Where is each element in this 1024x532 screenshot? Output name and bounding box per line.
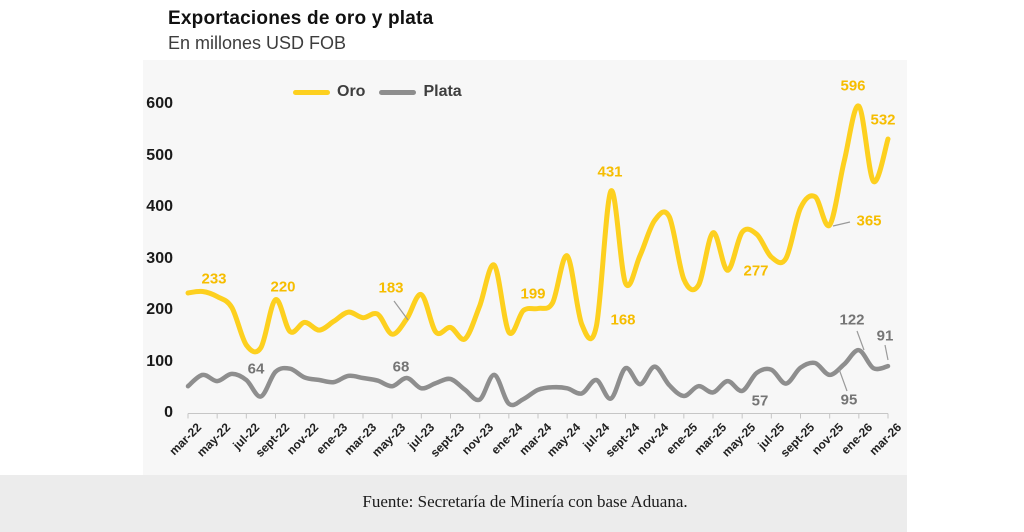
footer-band: Fuente: Secretaría de Minería con base A… bbox=[0, 475, 907, 532]
plata-value-label: 91 bbox=[876, 327, 894, 345]
oro-value-label: 183 bbox=[378, 279, 404, 297]
y-tick-label: 500 bbox=[146, 146, 173, 164]
chart-legend: Oro Plata bbox=[293, 83, 462, 101]
y-tick-label: 400 bbox=[146, 198, 173, 215]
oro-value-label: 220 bbox=[270, 278, 296, 296]
label-leader-line bbox=[393, 300, 409, 321]
oro-line bbox=[185, 103, 891, 355]
oro-value-label: 277 bbox=[743, 262, 769, 280]
plata-value-label: 64 bbox=[247, 360, 265, 378]
oro-value-label: 365 bbox=[856, 212, 882, 230]
label-leader-line bbox=[838, 368, 848, 392]
oro-value-label: 168 bbox=[610, 311, 636, 329]
plata-value-label: 68 bbox=[392, 358, 410, 376]
oro-value-label: 233 bbox=[201, 270, 227, 288]
y-tick-label: 300 bbox=[146, 249, 173, 267]
plata-value-label: 95 bbox=[840, 391, 858, 409]
legend-item-oro: Oro bbox=[293, 83, 365, 101]
plata-value-label: 57 bbox=[751, 392, 769, 410]
legend-swatch-plata-icon bbox=[379, 89, 417, 95]
oro-value-label: 532 bbox=[870, 111, 896, 129]
y-tick-label: 600 bbox=[146, 95, 173, 112]
label-leader-line bbox=[832, 221, 851, 227]
label-leader-line bbox=[856, 330, 865, 351]
label-leader-line bbox=[884, 344, 889, 361]
chart-canvas bbox=[185, 103, 891, 419]
oro-value-label: 596 bbox=[840, 77, 866, 95]
legend-item-plata: Plata bbox=[379, 83, 462, 101]
legend-label: Plata bbox=[423, 83, 462, 100]
y-tick-label: 200 bbox=[146, 301, 173, 318]
oro-value-label: 199 bbox=[520, 285, 546, 303]
legend-swatch-oro-icon bbox=[293, 89, 330, 95]
plata-value-label: 122 bbox=[839, 311, 865, 329]
page-title: Exportaciones de oro y plata bbox=[168, 8, 434, 29]
y-tick-label: 100 bbox=[146, 352, 173, 370]
source-note: Fuente: Secretaría de Minería con base A… bbox=[362, 492, 688, 511]
chart-panel: Oro Plata 0 100 200 300 400 500 600 mar-22 may-2… bbox=[143, 60, 907, 475]
y-tick-label: 0 bbox=[164, 404, 173, 421]
oro-value-label: 431 bbox=[597, 163, 623, 181]
plata-line bbox=[185, 347, 891, 408]
page-subtitle: En millones USD FOB bbox=[168, 33, 347, 53]
legend-label: Oro bbox=[337, 83, 366, 100]
